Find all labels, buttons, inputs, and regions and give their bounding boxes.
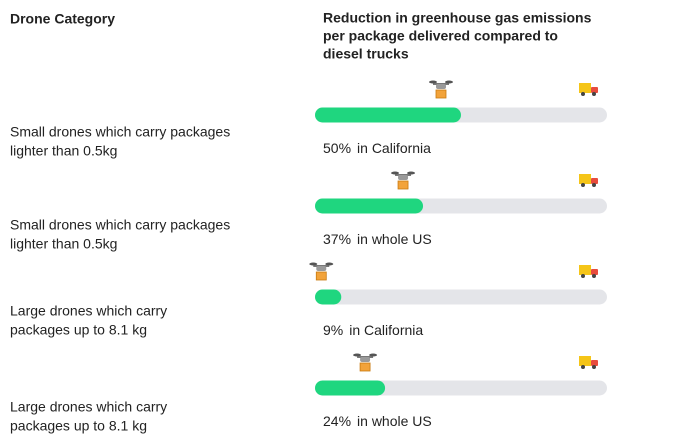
truck-cargo — [579, 356, 591, 366]
truck-wheel — [581, 92, 585, 96]
category-label: Large drones which carry — [10, 303, 167, 319]
truck-icon — [579, 265, 598, 278]
truck-cab — [591, 269, 598, 275]
category-label: lighter than 0.5kg — [10, 143, 117, 159]
category-label: Small drones which carry packages — [10, 217, 230, 233]
truck-cab — [591, 178, 598, 184]
drone-prop — [407, 171, 416, 175]
region-label: in California — [357, 140, 431, 156]
drone-prop — [391, 171, 400, 175]
drone-box — [315, 271, 327, 281]
value-header: diesel trucks — [323, 46, 409, 62]
bar-track — [315, 380, 607, 396]
drone-prop — [353, 353, 362, 357]
truck-wheel — [581, 183, 585, 187]
value-label: 50% in California — [323, 140, 431, 156]
drone-icon — [429, 80, 453, 99]
region-label: in whole US — [357, 231, 432, 247]
value-text: 37% — [323, 231, 351, 247]
truck-wheel — [592, 183, 596, 187]
truck-cab — [591, 87, 598, 93]
category-header: Drone Category — [10, 11, 115, 27]
value-label: 37% in whole US — [323, 231, 432, 247]
value-label: 9% in California — [323, 322, 423, 338]
category-label: packages up to 8.1 kg — [10, 322, 147, 338]
drone-prop — [445, 80, 453, 84]
drone-box — [435, 89, 447, 99]
truck-cargo — [579, 265, 591, 275]
drone-icon — [391, 171, 416, 190]
bar — [315, 107, 461, 123]
value-text: 9% — [323, 322, 343, 338]
drone-body — [316, 266, 327, 271]
value-header: per package delivered compared to — [323, 28, 558, 44]
bar — [315, 380, 386, 396]
bar — [315, 198, 424, 214]
category-label: packages up to 8.1 kg — [10, 418, 147, 434]
truck-icon — [579, 83, 598, 96]
truck-icon — [579, 356, 598, 369]
value-text: 50% — [323, 140, 351, 156]
value-label: 24% in whole US — [323, 413, 432, 429]
category-label: Large drones which carry — [10, 399, 167, 415]
truck-cargo — [579, 83, 591, 93]
region-label: in whole US — [357, 413, 432, 429]
truck-wheel — [581, 274, 585, 278]
drone-icon — [309, 262, 334, 281]
drone-body — [398, 175, 409, 180]
truck-cab — [591, 360, 598, 366]
truck-cargo — [579, 174, 591, 184]
drone-prop — [369, 353, 378, 357]
region-label: in California — [349, 322, 423, 338]
value-header: Reduction in greenhouse gas emissions — [323, 10, 592, 26]
truck-wheel — [581, 365, 585, 369]
drone-prop — [325, 262, 334, 266]
bar — [315, 289, 342, 305]
truck-wheel — [592, 92, 596, 96]
drone-prop — [309, 262, 318, 266]
drone-box — [397, 180, 409, 190]
value-text: 24% — [323, 413, 351, 429]
truck-icon — [579, 174, 598, 187]
category-label: lighter than 0.5kg — [10, 236, 117, 252]
drone-body — [436, 84, 446, 89]
truck-wheel — [592, 365, 596, 369]
drone-box — [359, 362, 371, 372]
drone-prop — [429, 80, 437, 84]
drone-body — [360, 357, 371, 362]
bar-track — [315, 289, 607, 305]
truck-wheel — [592, 274, 596, 278]
drone-icon — [353, 353, 378, 372]
category-label: Small drones which carry packages — [10, 124, 230, 140]
